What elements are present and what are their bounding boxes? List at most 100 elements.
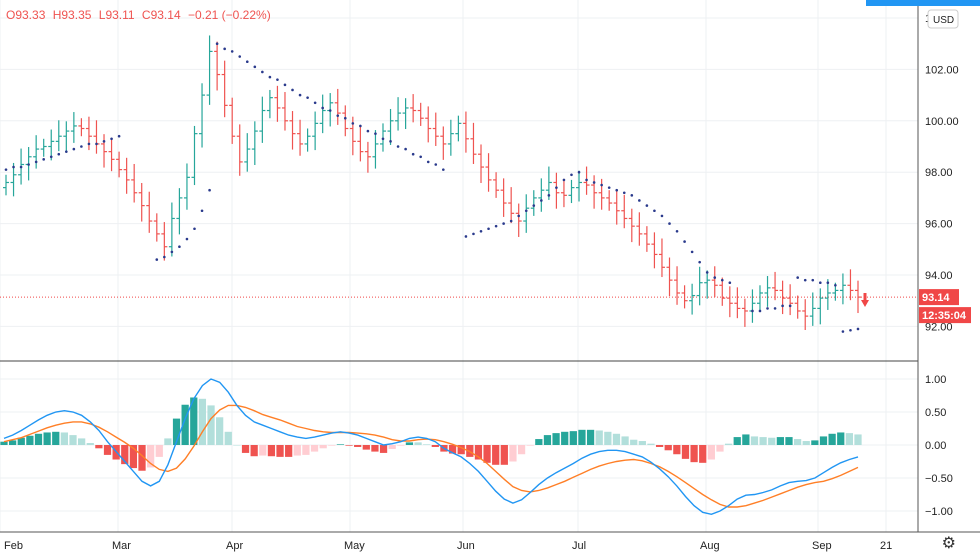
histogram-bar (60, 432, 69, 445)
histogram-bar (397, 445, 405, 446)
histogram-bar (837, 432, 845, 445)
ohlc-bar (319, 94, 326, 134)
histogram-bar (561, 431, 569, 445)
histogram-bar (457, 445, 465, 455)
psar-dot (27, 163, 30, 166)
ohlc-bar (643, 226, 650, 252)
ohlc-bar (395, 97, 402, 131)
histogram-bar (492, 445, 500, 465)
ohlc-bar (530, 190, 537, 216)
ohlc-bar (817, 288, 824, 325)
histogram-bar (293, 445, 301, 456)
ohlc-bar (266, 89, 273, 119)
psar-dot (12, 165, 15, 169)
psar-dot (472, 232, 475, 236)
psar-dot (668, 222, 671, 225)
psar-dot (600, 183, 603, 187)
macd-line (3, 378, 859, 516)
ohlc-bar (289, 111, 296, 150)
ohlc-bar (372, 130, 379, 169)
histogram-bar (854, 434, 862, 445)
psar-dot (442, 168, 445, 171)
histogram-bar (86, 443, 94, 445)
psar-dot (856, 327, 860, 331)
psar-dot (683, 240, 686, 243)
histogram-bar (345, 445, 353, 446)
psar-dot (592, 181, 596, 184)
ohlc-bar (734, 287, 741, 319)
psar-dot (215, 42, 219, 45)
histogram-bar (535, 439, 543, 445)
ohlc-bar (146, 191, 153, 233)
psar-dot (4, 168, 8, 171)
ohlc-bar (500, 178, 507, 217)
ohlc-bar (606, 190, 613, 211)
ohlc-bar (191, 125, 198, 186)
ohlc-bar (214, 41, 221, 91)
histogram-bar (552, 433, 560, 445)
currency-badge-label: USD (933, 15, 954, 26)
ohlc-bar (116, 151, 123, 178)
psar-dot (283, 83, 287, 87)
psar-dot (705, 271, 709, 274)
time-axis-label: Jun (457, 540, 475, 552)
psar-dot (547, 194, 551, 197)
histogram-bar (612, 433, 621, 445)
ohlc-bar (726, 286, 733, 318)
histogram-bar (233, 445, 241, 446)
ohlc-bar (711, 266, 718, 298)
countdown-label: 12:35:04 (922, 310, 967, 322)
ohlc-bar (809, 292, 816, 326)
psar-dot (713, 276, 717, 279)
ohlc-bar (334, 88, 341, 125)
psar-dot (193, 227, 196, 231)
psar-dot (163, 255, 166, 259)
histogram-bar (690, 445, 698, 463)
histogram-bar (9, 440, 17, 445)
psar-dot (811, 278, 815, 282)
histogram-bar (655, 445, 664, 447)
psar-dot (502, 222, 505, 225)
ohlc-bar (741, 298, 748, 327)
psar-dot (313, 101, 317, 105)
psar-dot (796, 276, 799, 279)
histogram-bar (336, 444, 345, 445)
psar-dot (607, 186, 611, 189)
time-axis-label: Sep (812, 540, 832, 552)
psar-dot (562, 178, 566, 182)
histogram-bar (147, 445, 155, 468)
psar-dot (404, 147, 407, 151)
psar-dot (268, 75, 272, 79)
psar-dot (645, 204, 649, 207)
ohlc-bar (108, 137, 115, 172)
psar-dot (788, 304, 792, 308)
ohlc-bar (176, 188, 183, 235)
histogram-bar (733, 437, 741, 445)
ohlc-bar (824, 279, 831, 310)
psar-dot (720, 278, 724, 282)
ohlc-bar (221, 60, 228, 118)
ohlc-bar (772, 271, 779, 301)
psar-dot (728, 281, 732, 285)
macd-axis-label: −0.50 (925, 473, 953, 485)
ohlc-bar (515, 203, 522, 237)
ohlc-bar (455, 115, 462, 142)
psar-dot (698, 260, 701, 264)
psar-dot (223, 47, 226, 51)
histogram-bar (276, 445, 284, 457)
ohlc-bar (681, 285, 688, 309)
histogram-bar (285, 445, 293, 457)
ohlc-bar (787, 284, 794, 316)
psar-dot (690, 250, 694, 254)
ohlc-bar (719, 277, 726, 306)
ohlc-bar (613, 191, 620, 225)
ohlc-bar (70, 112, 77, 143)
ohlc-bar (523, 194, 530, 233)
psar-dot (464, 235, 468, 238)
histogram-bar (828, 433, 836, 445)
ohlc-bar (598, 178, 605, 210)
ohlc-bar (651, 232, 658, 269)
gear-icon[interactable]: ⚙ (941, 533, 956, 552)
